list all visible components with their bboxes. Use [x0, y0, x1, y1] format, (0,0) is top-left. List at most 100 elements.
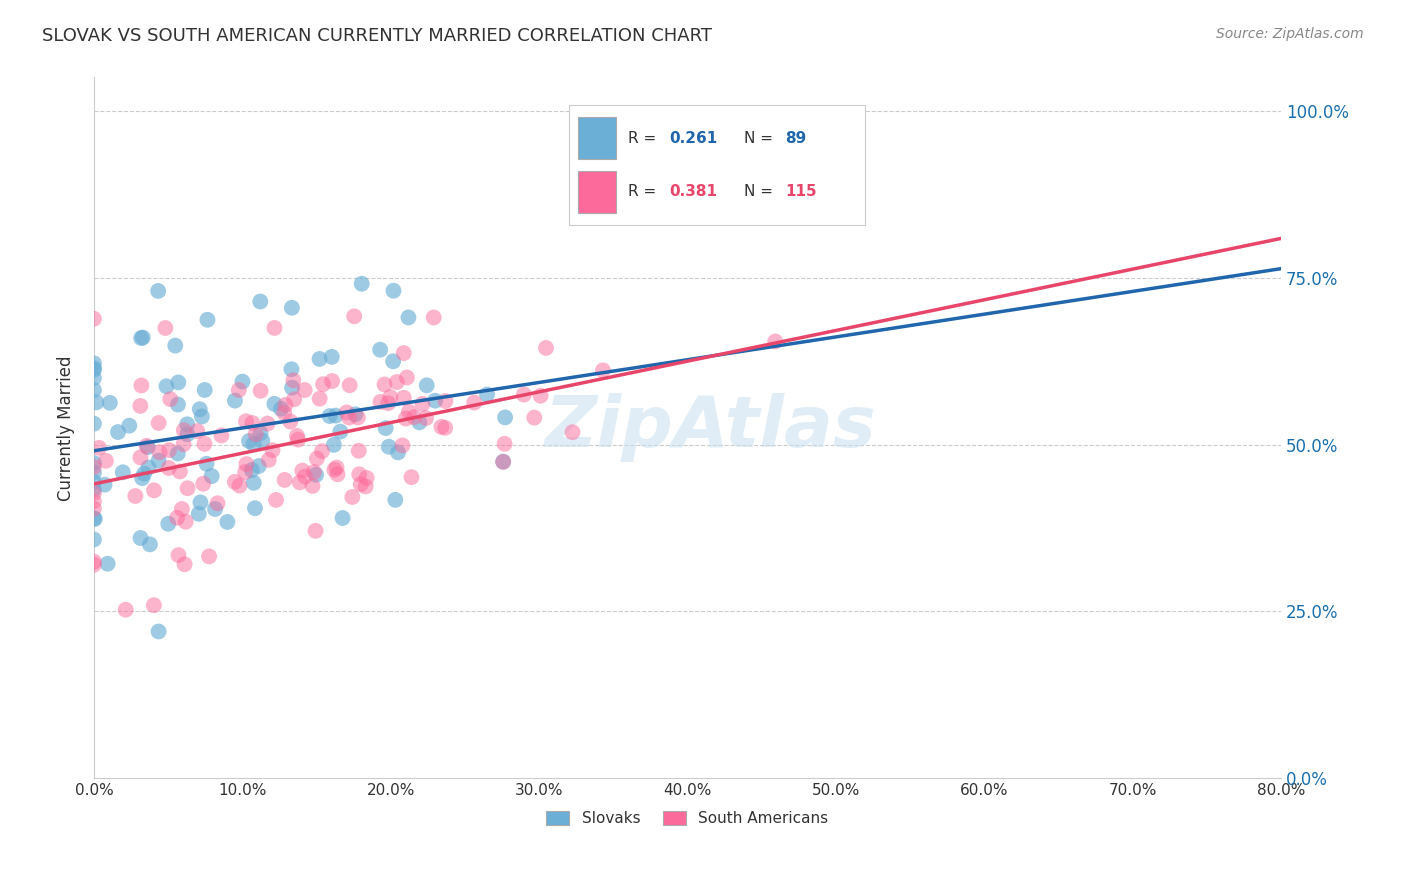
- Point: [193, 437, 215, 451]
- Point: [129, 531, 152, 545]
- Point: [173, 437, 195, 451]
- Point: [87, 441, 110, 455]
- Point: [412, 397, 434, 411]
- Point: [398, 310, 420, 325]
- Point: [165, 338, 187, 352]
- Point: [83, 482, 105, 496]
- Point: [492, 455, 515, 469]
- Point: [83, 486, 105, 500]
- Point: [262, 443, 284, 458]
- Point: [240, 463, 263, 477]
- Point: [283, 392, 305, 407]
- Point: [131, 378, 153, 392]
- Point: [350, 477, 373, 491]
- Point: [339, 378, 361, 392]
- Point: [217, 515, 239, 529]
- Point: [434, 421, 457, 435]
- Point: [143, 483, 166, 498]
- Point: [304, 524, 326, 538]
- Point: [325, 409, 347, 423]
- Point: [224, 475, 246, 489]
- Point: [347, 467, 370, 482]
- Point: [354, 479, 377, 493]
- Point: [129, 331, 152, 345]
- Point: [146, 284, 169, 298]
- Point: [111, 465, 134, 479]
- Point: [187, 507, 209, 521]
- Point: [129, 450, 152, 465]
- Text: ZipAtlas: ZipAtlas: [546, 393, 877, 462]
- Point: [167, 376, 190, 390]
- Point: [321, 374, 343, 388]
- Point: [325, 460, 347, 475]
- Text: SLOVAK VS SOUTH AMERICAN CURRENTLY MARRIED CORRELATION CHART: SLOVAK VS SOUTH AMERICAN CURRENTLY MARRI…: [42, 27, 713, 45]
- Point: [342, 490, 364, 504]
- Point: [169, 465, 191, 479]
- Point: [494, 410, 516, 425]
- Point: [166, 510, 188, 524]
- Point: [561, 425, 583, 440]
- Point: [170, 502, 193, 516]
- Point: [204, 502, 226, 516]
- Point: [430, 420, 453, 434]
- Point: [198, 549, 221, 564]
- Point: [83, 475, 105, 489]
- Point: [305, 451, 328, 466]
- Point: [273, 406, 295, 420]
- Point: [149, 445, 172, 459]
- Point: [392, 346, 415, 360]
- Point: [167, 398, 190, 412]
- Point: [167, 548, 190, 562]
- Point: [228, 383, 250, 397]
- Point: [155, 379, 177, 393]
- Point: [523, 410, 546, 425]
- Point: [155, 321, 177, 335]
- Point: [305, 467, 328, 482]
- Point: [114, 603, 136, 617]
- Point: [294, 469, 316, 483]
- Point: [373, 377, 395, 392]
- Point: [83, 417, 105, 431]
- Point: [142, 598, 165, 612]
- Point: [231, 375, 253, 389]
- Point: [380, 390, 402, 404]
- Point: [423, 393, 446, 408]
- Point: [139, 537, 162, 551]
- Point: [391, 438, 413, 452]
- Point: [83, 371, 105, 385]
- Point: [281, 301, 304, 315]
- Point: [135, 439, 157, 453]
- Point: [131, 471, 153, 485]
- Point: [193, 476, 215, 491]
- Point: [529, 389, 551, 403]
- Point: [592, 363, 614, 377]
- Point: [83, 558, 105, 572]
- Point: [242, 437, 264, 451]
- Point: [534, 341, 557, 355]
- Point: [83, 512, 105, 526]
- Point: [247, 458, 270, 473]
- Point: [124, 489, 146, 503]
- Point: [463, 395, 485, 409]
- Point: [83, 555, 105, 569]
- Point: [194, 383, 217, 397]
- Point: [166, 446, 188, 460]
- Point: [288, 475, 311, 490]
- Point: [434, 394, 457, 409]
- Point: [401, 470, 423, 484]
- Point: [374, 421, 396, 435]
- Point: [274, 398, 297, 412]
- Point: [233, 465, 256, 479]
- Point: [186, 424, 208, 438]
- Point: [287, 433, 309, 447]
- Point: [377, 396, 399, 410]
- Point: [392, 391, 415, 405]
- Point: [97, 557, 120, 571]
- Point: [408, 415, 430, 429]
- Point: [118, 418, 141, 433]
- Point: [176, 417, 198, 432]
- Point: [252, 434, 274, 448]
- Point: [83, 356, 105, 370]
- Point: [83, 460, 105, 475]
- Point: [395, 370, 418, 384]
